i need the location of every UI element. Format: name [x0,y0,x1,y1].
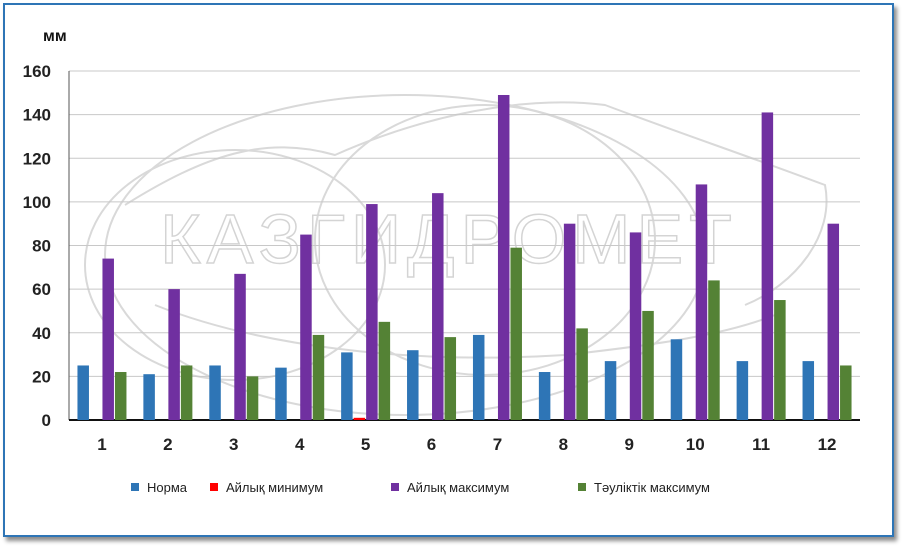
bar [407,350,419,420]
bar [761,112,774,420]
legend-label: Тәуліктік максимум [594,480,710,495]
bar [670,339,683,420]
bar [736,361,749,420]
x-tick-label: 6 [427,435,436,454]
y-axis: 0 20 40 60 80 100 120 140 160 [23,62,51,430]
bar [827,223,840,420]
y-tick-label: 100 [23,193,51,212]
bar [695,184,708,420]
bars [77,94,852,421]
bar [300,234,312,420]
legend-swatch [131,483,139,491]
legend-swatch [578,483,586,491]
bar [576,328,588,420]
y-tick-label: 160 [23,62,51,81]
bar [77,365,89,420]
bar [180,365,193,420]
x-tick-label: 7 [493,435,502,454]
x-tick-label: 4 [295,435,305,454]
bar [774,300,786,420]
bar [629,232,642,420]
bar [366,204,378,420]
bar [510,247,522,420]
bar [538,372,551,420]
y-tick-label: 40 [32,324,51,343]
bar [604,361,617,420]
x-tick-label: 1 [97,435,106,454]
grid [68,70,860,421]
y-tick-label: 20 [32,367,51,386]
watermark-text: КАЗГИДРОМЕТ [160,200,738,278]
x-tick-label: 9 [625,435,634,454]
bar [312,334,325,420]
bar [497,94,510,421]
bar [840,365,852,420]
y-axis-label: мм [43,28,67,45]
x-tick-label: 2 [163,435,172,454]
bar [209,365,221,420]
bar [341,352,353,420]
legend-swatch [210,483,218,491]
y-tick-label: 60 [32,280,51,299]
bar [275,367,287,420]
bar [234,273,246,420]
x-tick-label: 3 [229,435,238,454]
bar [563,223,576,420]
bar [143,374,155,420]
bar [378,321,391,420]
y-tick-label: 80 [32,237,51,256]
bar [444,337,457,420]
bar [353,417,366,420]
y-tick-label: 120 [23,149,51,168]
bar [708,280,720,420]
bar [642,310,654,420]
y-tick-label: 140 [23,106,51,125]
x-tick-label: 8 [559,435,568,454]
bar [114,372,127,420]
legend-label: Айлық максимум [407,480,509,495]
x-axis: 1 2 3 4 5 6 7 8 9 10 11 12 [97,435,836,454]
bar [802,361,815,420]
y-tick-label: 0 [42,411,51,430]
x-tick-label: 10 [686,435,705,454]
legend-label: Айлық минимум [226,480,323,495]
x-tick-label: 5 [361,435,370,454]
bar [432,193,444,420]
legend: Норма Айлық минимум Айлық максимум Тәулікті… [131,480,710,495]
legend-swatch [391,483,399,491]
legend-label: Норма [147,480,188,495]
bar [168,289,180,420]
x-tick-label: 12 [818,435,837,454]
bar [246,376,259,420]
x-tick-label: 11 [752,435,770,454]
bar [472,334,485,420]
bar [102,258,114,420]
